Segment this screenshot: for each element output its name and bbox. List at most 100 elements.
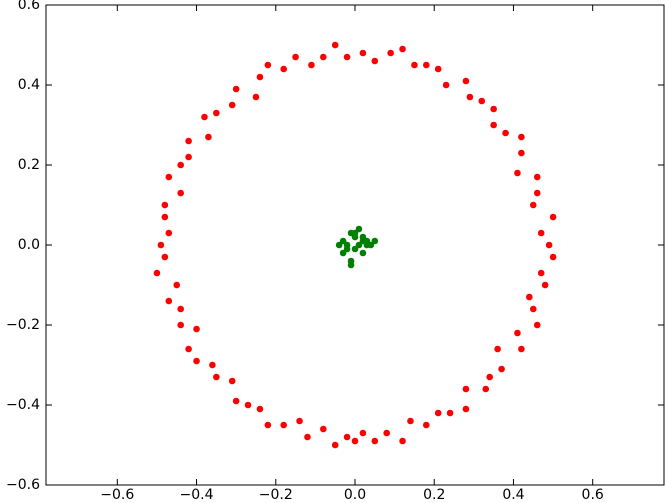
point [173, 281, 181, 289]
point [244, 401, 252, 409]
point [193, 357, 200, 365]
point [518, 149, 525, 157]
point [228, 377, 236, 385]
point [228, 101, 236, 109]
point [320, 53, 327, 61]
point [213, 109, 220, 117]
point [177, 305, 184, 313]
x-tick-label: −0.4 [180, 487, 214, 503]
point [529, 201, 537, 209]
point [351, 229, 359, 237]
point [442, 81, 450, 89]
point [462, 77, 470, 85]
point [434, 65, 442, 73]
point [537, 269, 545, 277]
plot-frame [45, 4, 665, 486]
point [264, 421, 272, 429]
point [533, 189, 541, 197]
point [502, 129, 509, 137]
point [177, 189, 184, 197]
point [177, 161, 184, 169]
point [331, 41, 339, 49]
point [490, 105, 497, 113]
point [371, 437, 379, 445]
point [466, 93, 474, 101]
point [363, 237, 371, 245]
point [478, 97, 486, 105]
point [209, 361, 216, 369]
point [339, 249, 347, 257]
point [541, 281, 549, 289]
point [549, 213, 557, 221]
point [205, 133, 212, 141]
point [177, 321, 184, 329]
y-tick-label: 0.0 [18, 237, 40, 253]
point [359, 49, 367, 57]
point [185, 345, 192, 353]
point [351, 245, 359, 253]
point [490, 121, 497, 129]
x-tick-label: 0.4 [502, 487, 524, 503]
point [232, 397, 240, 405]
point [157, 241, 165, 249]
x-tick-label: −0.6 [100, 487, 134, 503]
point [371, 57, 379, 65]
point [399, 45, 406, 53]
y-tick-label: −0.4 [6, 397, 40, 413]
point [320, 425, 327, 433]
x-tick-label: −0.2 [259, 487, 293, 503]
point [494, 345, 501, 353]
point [161, 201, 169, 209]
point [161, 253, 169, 261]
point [462, 405, 470, 413]
point [514, 169, 521, 177]
point [347, 257, 355, 265]
point [387, 49, 394, 57]
point [264, 61, 272, 69]
x-tick-label: 0.0 [344, 487, 366, 503]
point [343, 433, 351, 441]
point [165, 229, 173, 237]
point [549, 253, 557, 261]
point [514, 329, 521, 337]
point [423, 421, 430, 429]
point [213, 373, 220, 381]
point [486, 373, 493, 381]
point [529, 305, 537, 313]
point [331, 441, 339, 449]
point [304, 433, 311, 441]
point [308, 61, 315, 69]
point [185, 137, 192, 145]
y-tick-label: −0.2 [6, 317, 40, 333]
point [533, 321, 541, 329]
point [280, 65, 287, 73]
point [193, 325, 200, 333]
point [518, 345, 525, 353]
point [359, 429, 367, 437]
point [280, 421, 287, 429]
x-tick-label: 0.6 [582, 487, 604, 503]
point [165, 173, 173, 181]
point [359, 249, 367, 257]
point [296, 417, 303, 425]
point [423, 61, 430, 69]
point [343, 241, 351, 249]
y-tick-label: 0.6 [18, 0, 40, 13]
point [165, 297, 173, 305]
point [292, 53, 299, 61]
point [434, 409, 442, 417]
y-tick-label: 0.4 [18, 77, 40, 93]
point [545, 241, 553, 249]
point [518, 133, 525, 141]
y-tick-label: 0.2 [18, 157, 40, 173]
point [411, 61, 418, 69]
point [185, 153, 192, 161]
point [399, 437, 406, 445]
point [533, 173, 541, 181]
point [407, 417, 414, 425]
x-tick-label: 0.2 [423, 487, 445, 503]
point [537, 229, 545, 237]
y-tick-label: −0.6 [6, 477, 40, 493]
point [256, 405, 264, 413]
